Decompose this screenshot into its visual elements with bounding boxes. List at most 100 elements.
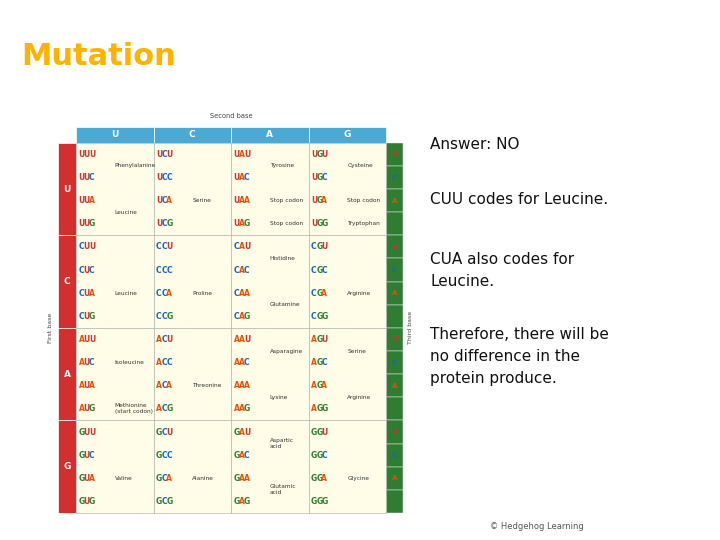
Text: Histidine: Histidine (270, 256, 296, 261)
Text: C: C (321, 358, 327, 367)
Text: C: C (392, 452, 397, 458)
Text: U: U (244, 150, 250, 159)
Text: U: U (84, 312, 90, 321)
Text: A: A (321, 196, 328, 205)
Text: A: A (78, 404, 84, 414)
Text: A: A (321, 381, 328, 390)
Text: U: U (166, 150, 173, 159)
Text: A: A (239, 497, 245, 506)
Text: A: A (233, 335, 239, 344)
Bar (386, 351, 403, 374)
Text: G: G (156, 451, 162, 460)
Bar (386, 282, 403, 305)
Text: A: A (239, 474, 245, 483)
Text: C: C (311, 242, 317, 252)
Text: U: U (84, 474, 90, 483)
Text: CUU codes for Leucine.: CUU codes for Leucine. (430, 192, 608, 207)
Bar (308, 127, 386, 143)
Text: A: A (239, 173, 245, 182)
Text: G: G (316, 242, 323, 252)
Text: U: U (156, 219, 162, 228)
Text: C: C (244, 266, 250, 274)
Text: A: A (392, 383, 397, 389)
Bar (58, 328, 76, 421)
Text: A: A (244, 289, 250, 298)
Text: C: C (166, 358, 172, 367)
Text: Threonine: Threonine (192, 383, 222, 388)
Text: C: C (156, 242, 161, 252)
Text: First base: First base (48, 313, 53, 343)
Text: C: C (161, 404, 167, 414)
Text: C: C (392, 267, 397, 273)
Text: U: U (321, 242, 328, 252)
Text: C: C (89, 358, 94, 367)
Text: U: U (311, 173, 318, 182)
Text: A: A (311, 381, 317, 390)
Text: G: G (392, 406, 397, 412)
Text: G: G (233, 428, 240, 436)
Text: Arginine: Arginine (347, 395, 372, 400)
Bar (386, 421, 403, 443)
Text: U: U (63, 185, 71, 194)
Text: U: U (166, 335, 173, 344)
Text: C: C (161, 451, 167, 460)
Text: G: G (316, 266, 323, 274)
Text: C: C (311, 266, 317, 274)
Text: G: G (316, 497, 323, 506)
Bar (386, 397, 403, 421)
Text: C: C (161, 173, 167, 182)
Text: Alanine: Alanine (192, 476, 214, 481)
Text: G: G (316, 428, 323, 436)
Text: A: A (63, 370, 71, 379)
Text: A: A (166, 289, 172, 298)
Text: U: U (244, 242, 250, 252)
Text: C: C (161, 312, 167, 321)
Text: U: U (84, 196, 90, 205)
Text: U: U (89, 335, 95, 344)
Text: G: G (89, 312, 95, 321)
Text: G: G (316, 358, 323, 367)
Text: C: C (78, 266, 84, 274)
Text: Stop codon: Stop codon (270, 221, 303, 226)
Text: U: U (392, 151, 397, 157)
Bar (76, 143, 153, 235)
Text: C: C (161, 219, 167, 228)
Text: U: U (84, 335, 90, 344)
Text: G: G (321, 497, 328, 506)
Text: U: U (84, 219, 90, 228)
Bar (153, 328, 231, 421)
Text: G: G (316, 404, 323, 414)
Text: U: U (84, 358, 90, 367)
Text: A: A (239, 381, 245, 390)
Text: A: A (311, 358, 317, 367)
Text: A: A (311, 335, 317, 344)
Text: A: A (239, 404, 245, 414)
Text: U: U (311, 196, 318, 205)
Text: G: G (233, 451, 240, 460)
Bar (231, 235, 308, 328)
Bar (386, 305, 403, 328)
Text: G: G (244, 312, 250, 321)
Text: A: A (156, 335, 162, 344)
Bar (308, 235, 386, 328)
Text: A: A (239, 289, 245, 298)
Text: C: C (233, 242, 239, 252)
Text: U: U (392, 429, 397, 435)
Bar (308, 143, 386, 235)
Text: G: G (316, 289, 323, 298)
Text: U: U (166, 428, 173, 436)
Text: U: U (89, 428, 95, 436)
Text: G: G (316, 474, 323, 483)
Text: U: U (84, 266, 90, 274)
Text: Stop codon: Stop codon (347, 198, 380, 203)
Text: C: C (392, 174, 397, 180)
Text: G: G (392, 221, 397, 227)
Text: U: U (84, 404, 90, 414)
Text: G: G (343, 130, 351, 139)
Text: G: G (316, 312, 323, 321)
Text: U: U (78, 196, 85, 205)
Text: G: G (316, 335, 323, 344)
Text: A: A (392, 290, 397, 296)
Text: U: U (311, 219, 318, 228)
Text: A: A (266, 130, 274, 139)
